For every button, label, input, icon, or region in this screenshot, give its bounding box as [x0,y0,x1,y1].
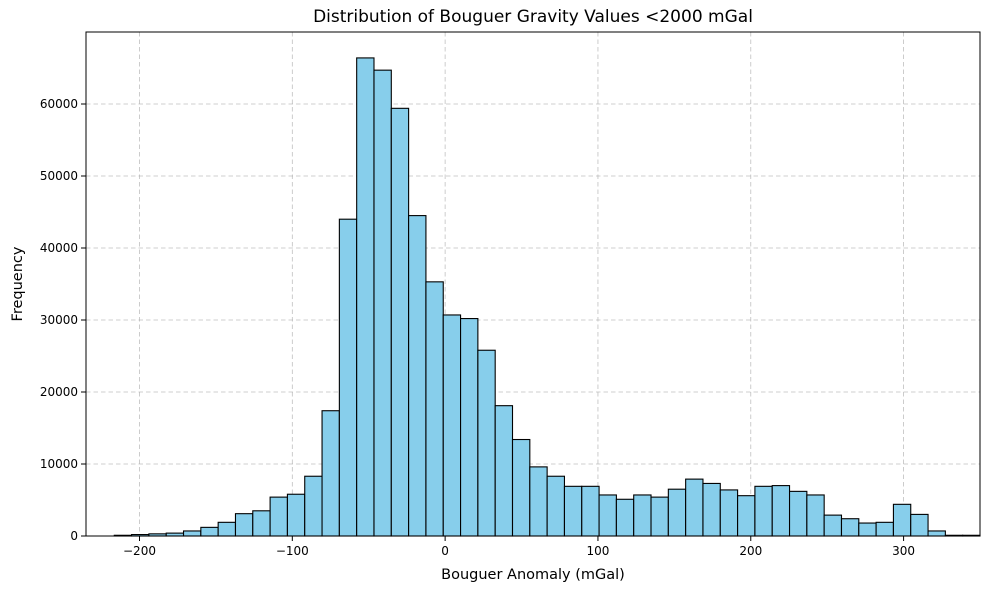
histogram-bar [425,281,444,537]
y-tick-label: 60000 [40,97,78,111]
histogram-bar [650,496,669,537]
y-tick-label: 10000 [40,457,78,471]
histogram-bar [581,485,600,537]
y-tick-label: 40000 [40,241,78,255]
histogram-bar [702,482,721,537]
chart-title: Distribution of Bouguer Gravity Values <… [313,7,753,27]
histogram-bar [563,485,583,537]
histogram-bar [685,478,704,537]
y-tick-label: 50000 [40,169,78,183]
y-axis-label: Frequency [10,246,26,321]
x-tick-label: −200 [123,544,156,558]
histogram-bar [494,405,514,537]
x-tick-label: 300 [892,544,915,558]
histogram-bar [546,475,566,537]
histogram-bar [667,488,687,537]
histogram-bar [910,513,929,537]
histogram-bar [460,318,479,537]
histogram-bar [182,530,202,537]
histogram-bar [771,485,791,537]
histogram-bar [823,514,843,537]
y-tick-label: 30000 [40,313,78,327]
histogram-bar [892,503,912,537]
histogram-bars [113,57,981,537]
histogram-bar [408,215,427,537]
histogram-bar [806,494,825,537]
histogram-bar [858,522,877,537]
histogram-bar [442,314,462,537]
histogram-bar [286,493,306,537]
histogram-bar [252,510,271,537]
histogram-bar [633,494,652,537]
histogram-bar [304,475,323,537]
histogram-bar [269,496,288,537]
histogram-bar [356,57,375,537]
x-tick-label: 0 [441,544,449,558]
axis-ticks: −200 −100 0 100 200 300 0 10000 20000 30000 40000 5… [40,97,915,558]
histogram-bar [875,521,894,537]
grid-lines [86,32,980,537]
histogram-bar [511,438,531,537]
histogram-bar [321,410,340,537]
histogram-bar [788,490,808,537]
histogram-bar [598,494,617,537]
histogram-bar [200,526,219,537]
histogram-bar [615,498,635,537]
histogram-bar [840,518,860,537]
histogram-bar [373,69,392,537]
x-tick-label: −100 [276,544,309,558]
histogram-bar [234,513,254,537]
x-tick-label: 200 [739,544,762,558]
histogram-bar [927,530,946,537]
y-tick-label: 0 [70,529,78,543]
histogram-bar [754,485,773,537]
x-axis-label: Bouguer Anomaly (mGal) [441,567,625,583]
histogram-bar [719,489,739,537]
histogram-bar [390,107,410,537]
histogram-bar [737,495,756,537]
plot-frame [85,31,981,537]
histogram-bar [338,218,358,537]
y-tick-label: 20000 [40,385,78,399]
x-tick-label: 100 [586,544,609,558]
histogram-bar [529,466,548,537]
histogram-bar [217,521,237,537]
histogram-bar [477,349,496,537]
